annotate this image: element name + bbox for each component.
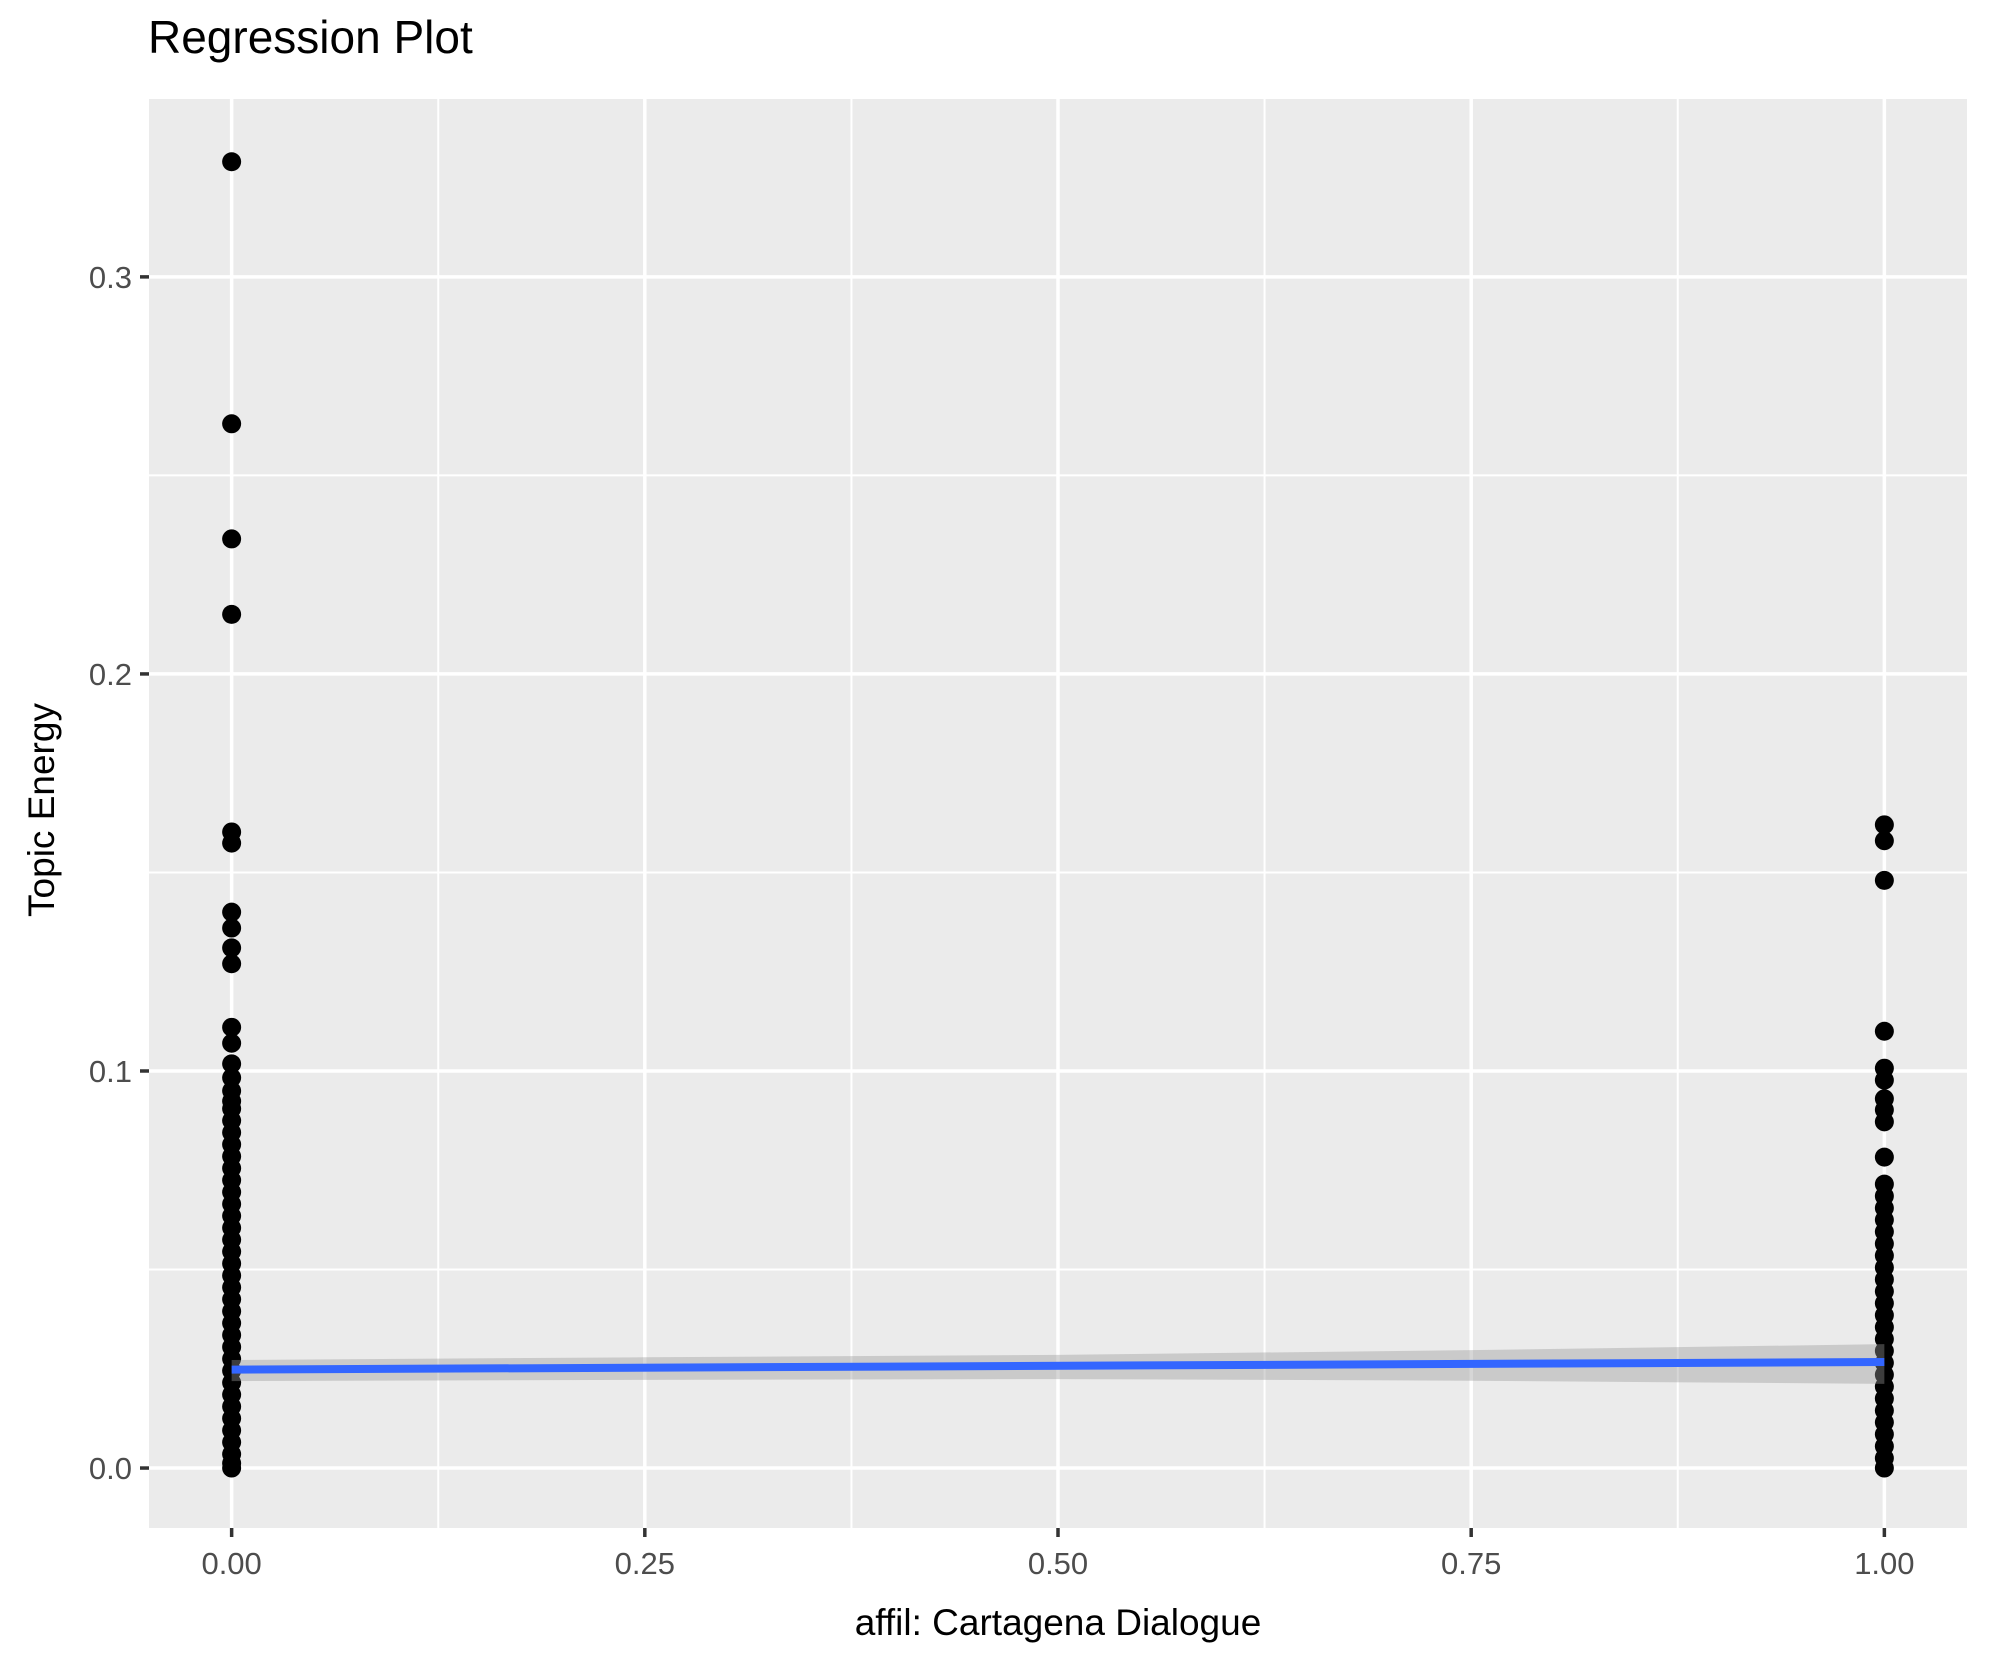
data-point <box>1874 1070 1894 1090</box>
y-axis-title: Topic Energy <box>21 703 62 917</box>
x-tick-label: 1.00 <box>1854 1546 1914 1581</box>
data-point <box>222 1033 242 1053</box>
data-point <box>222 604 242 624</box>
x-tick-label: 0.00 <box>201 1546 261 1581</box>
data-point <box>222 414 242 434</box>
data-point <box>222 833 242 853</box>
data-point <box>222 529 242 549</box>
y-tick-label: 0.2 <box>89 657 132 692</box>
x-tick-label: 0.50 <box>1028 1546 1088 1581</box>
data-point <box>222 902 242 922</box>
data-point <box>1874 870 1894 890</box>
data-point <box>222 152 242 172</box>
data-point <box>1874 1021 1894 1041</box>
data-point <box>222 1054 242 1074</box>
y-tick-label: 0.1 <box>89 1054 132 1089</box>
regression-line <box>231 1358 1885 1374</box>
x-tick-label: 0.25 <box>615 1546 675 1581</box>
x-tick-label: 0.75 <box>1441 1546 1501 1581</box>
data-point <box>1874 1458 1894 1478</box>
data-point <box>222 1068 242 1088</box>
plot-title: Regression Plot <box>148 11 473 63</box>
data-point <box>1874 1147 1894 1167</box>
gridlines-major <box>149 99 1967 1528</box>
axes: 0.00 0.25 0.50 0.75 1.00 0.0 0.1 0.2 0.3 <box>89 260 1915 1581</box>
x-axis-title: affil: Cartagena Dialogue <box>854 1602 1262 1643</box>
data-point <box>222 938 242 958</box>
y-tick-label: 0.0 <box>89 1451 132 1486</box>
data-point <box>222 1017 242 1037</box>
data-point <box>1874 831 1894 851</box>
data-point <box>222 954 242 974</box>
data-point <box>222 918 242 938</box>
data-point <box>1874 1112 1894 1132</box>
data-point <box>222 1458 242 1478</box>
data-point <box>1874 815 1894 835</box>
y-tick-label: 0.3 <box>89 260 132 295</box>
